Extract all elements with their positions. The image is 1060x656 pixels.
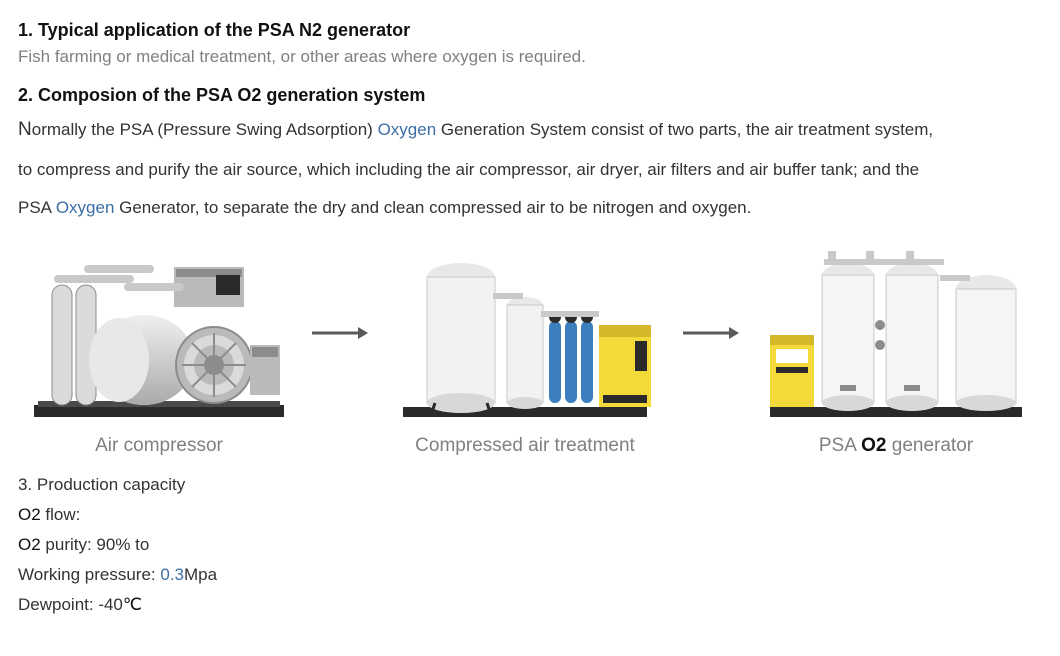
arrow-icon (310, 325, 370, 341)
section1-title: 1. Typical application of the PSA N2 gen… (18, 20, 1042, 41)
section2-line1b: ormally the PSA (Pressure Swing Adsorpti… (32, 120, 378, 139)
spec-purity-b: purity: 90% to (41, 535, 150, 554)
section2-line3a: PSA (18, 198, 56, 217)
treatment-icon (385, 245, 665, 425)
arrow-icon (681, 325, 741, 341)
section2-line3b: Generator, to separate the dry and clean… (114, 198, 751, 217)
generator-label: PSA O2 generator (819, 435, 973, 457)
spec-pressure-val: 0.3 (160, 565, 184, 584)
section2-bigcap: N (18, 119, 32, 140)
generator-label-o2: O2 (861, 435, 886, 456)
equipment-generator: PSA O2 generator (756, 245, 1036, 457)
spec-dewpoint: Dewpoint: -40℃ (18, 595, 1042, 615)
section2-line1: Normally the PSA (Pressure Swing Adsorpt… (18, 112, 1042, 148)
equipment-treatment: Compressed air treatment (385, 245, 665, 457)
spec-pressure-a: Working pressure: (18, 565, 160, 584)
equipment-compressor: Air compressor (24, 255, 294, 457)
compressor-icon (24, 255, 294, 425)
compressor-label: Air compressor (95, 435, 223, 457)
section1-subtitle: Fish farming or medical treatment, or ot… (18, 47, 1042, 67)
equipment-row: Air compressor (24, 245, 1036, 457)
generator-label-a: PSA (819, 435, 861, 456)
spec-purity: O2 purity: 90% to (18, 535, 1042, 555)
spec-purity-o2: O2 (18, 535, 41, 554)
spec-dewpoint-a: Dewpoint: -40 (18, 595, 123, 614)
spec-flow-b: flow: (41, 505, 81, 524)
spec-dewpoint-unit: ℃ (123, 595, 142, 614)
generator-icon (756, 245, 1036, 425)
treatment-label: Compressed air treatment (415, 435, 635, 457)
oxygen-keyword-2: Oxygen (56, 198, 115, 217)
section2-line2: to compress and purify the air source, w… (18, 154, 1042, 186)
spec-flow-o2: O2 (18, 505, 41, 524)
spec-pressure: Working pressure: 0.3Mpa (18, 565, 1042, 585)
generator-label-c: generator (886, 435, 973, 456)
spec-pressure-b: Mpa (184, 565, 217, 584)
section2-line3: PSA Oxygen Generator, to separate the dr… (18, 192, 1042, 224)
section3-title: 3. Production capacity (18, 475, 1042, 495)
spec-flow: O2 flow: (18, 505, 1042, 525)
oxygen-keyword: Oxygen (378, 120, 437, 139)
section2-line1c: Generation System consist of two parts, … (436, 120, 933, 139)
section2-title: 2. Composion of the PSA O2 generation sy… (18, 85, 1042, 106)
